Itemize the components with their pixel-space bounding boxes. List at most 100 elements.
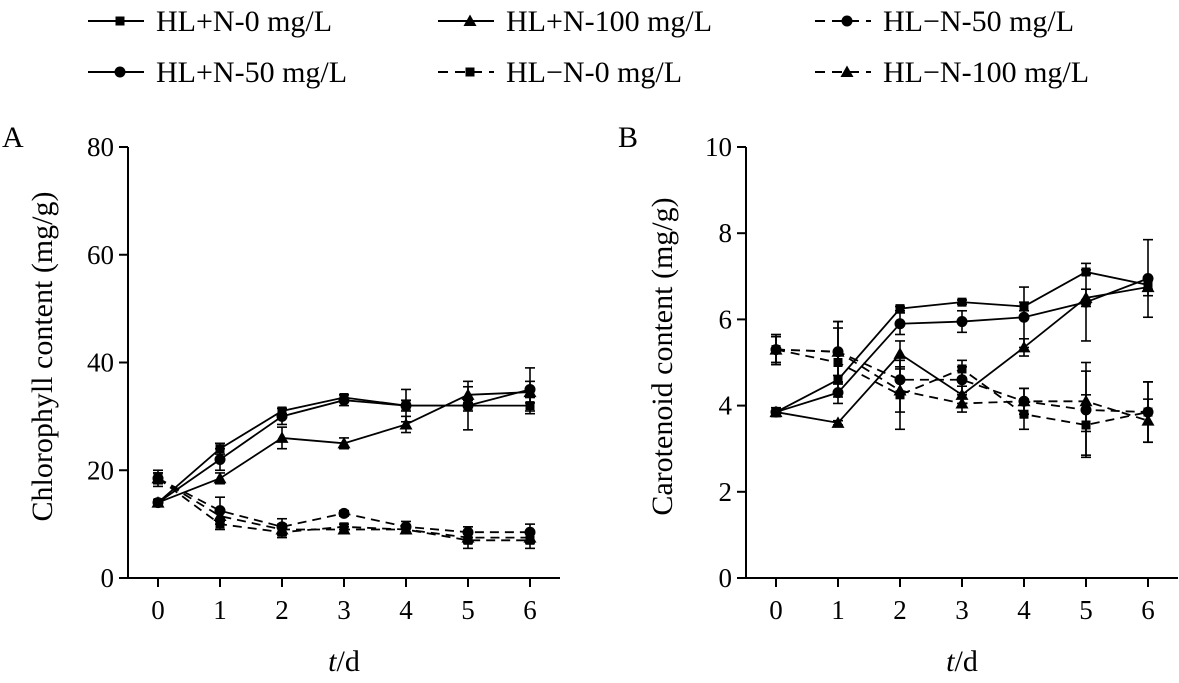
data-point (399, 523, 413, 535)
y-tick-label: 8 (719, 218, 733, 248)
data-point (214, 453, 226, 465)
panel-label: A (2, 121, 24, 154)
x-axis-title: t/d (328, 645, 360, 678)
y-axis-title: Chlorophyll content (mg/g) (26, 192, 59, 522)
y-tick-label: 2 (719, 477, 733, 507)
x-tick-label: 5 (1079, 595, 1093, 625)
y-tick-label: 4 (719, 391, 733, 421)
data-point (462, 400, 474, 412)
data-point (770, 406, 782, 418)
x-tick-label: 0 (151, 595, 165, 625)
legend-item-hlminus-n-100-mg-l: HL−N-100 mg/L (815, 56, 1089, 89)
x-tick-label: 6 (523, 595, 537, 625)
data-point (400, 400, 412, 412)
data-point (399, 417, 413, 430)
data-point (1079, 394, 1093, 407)
series-line (157, 396, 530, 504)
y-tick-label: 6 (719, 304, 733, 334)
data-point (275, 431, 289, 443)
panel-label: B (618, 121, 638, 154)
legend-item-hlplus-n-100-mg-l: HL+N-100 mg/L (438, 5, 712, 38)
x-tick-label: 4 (399, 595, 413, 625)
y-tick-label: 0 (719, 563, 733, 593)
data-point (275, 523, 289, 535)
series-hlminus-n-100-mg-l (769, 320, 1155, 444)
x-tick-label: 2 (893, 595, 907, 625)
legend-label: HL+N-50 mg/L (156, 56, 347, 89)
data-point (524, 383, 536, 395)
legend-marker-square (115, 16, 125, 26)
data-point (461, 531, 475, 543)
data-point (957, 364, 967, 374)
x-tick-label: 3 (337, 595, 351, 625)
y-tick-label: 60 (87, 240, 114, 270)
x-axis-title-italic: t (946, 645, 955, 678)
data-point (213, 471, 227, 484)
data-point (831, 345, 845, 357)
legend-label: HL−N-0 mg/L (506, 56, 682, 89)
y-axis-title: Carotenoid content (mg/g) (646, 197, 679, 515)
data-point (213, 509, 227, 522)
legend-item-hlminus-n-0-mg-l: HL−N-0 mg/L (438, 56, 682, 89)
data-point (338, 507, 350, 519)
series-hlplus-n-50-mg-l (770, 238, 1154, 418)
data-point (1017, 394, 1031, 407)
data-point (831, 416, 845, 428)
x-tick-label: 0 (769, 595, 783, 625)
x-axis-title-italic: t (328, 645, 337, 678)
data-point (893, 384, 907, 396)
legend-marker-triangle (463, 14, 477, 26)
data-point (1080, 296, 1092, 308)
data-point (893, 347, 907, 359)
series-hlplus-n-0-mg-l (153, 393, 535, 508)
series-hlminus-n-100-mg-l (151, 471, 537, 544)
y-tick-label: 10 (705, 132, 732, 162)
legend-item-hlplus-n-50-mg-l: HL+N-50 mg/L (88, 56, 347, 89)
data-point (1141, 414, 1155, 426)
legend-marker-triangle (840, 65, 854, 77)
legend: HL+N-0 mg/L HL+N-100 mg/L HL−N-50 mg/L HL+N… (88, 5, 1089, 89)
x-tick-label: 3 (955, 595, 969, 625)
y-tick-label: 80 (87, 132, 114, 162)
data-point (894, 318, 906, 330)
x-tick-label: 2 (275, 595, 289, 625)
series-hlminus-n-50-mg-l (770, 320, 1154, 459)
panel-b-carotenoid: B 0 2 4 6 8 10 0 1 2 3 4 5 6 t/d Carotenoid content (mg… (618, 121, 1178, 678)
data-point (152, 497, 164, 509)
legend-marker-circle (841, 15, 853, 27)
y-tick-label: 0 (101, 563, 115, 593)
data-point (895, 304, 905, 314)
data-point (1142, 272, 1154, 284)
legend-marker-circle (114, 66, 126, 78)
series-hlplus-n-50-mg-l (152, 367, 536, 509)
legend-item-hlminus-n-50-mg-l: HL−N-50 mg/L (815, 5, 1074, 38)
data-point (1018, 311, 1030, 323)
legend-label: HL+N-100 mg/L (506, 5, 712, 38)
legend-label: HL+N-0 mg/L (156, 5, 332, 38)
x-axis-title: t/d (946, 645, 978, 678)
legend-label: HL−N-50 mg/L (883, 5, 1074, 38)
x-tick-label: 1 (213, 595, 227, 625)
y-tick-label: 40 (87, 348, 114, 378)
x-axis-title-rest: /d (337, 645, 360, 678)
legend-label: HL−N-100 mg/L (883, 56, 1089, 89)
data-point (955, 396, 969, 409)
panel-a-chlorophyll: A 0 20 40 60 80 0 1 2 3 4 5 6 t/d Chlorophyll content … (2, 121, 560, 678)
x-tick-label: 6 (1141, 595, 1155, 625)
data-point (215, 519, 225, 529)
data-point (338, 394, 350, 406)
data-point (337, 436, 351, 449)
x-axis-title-rest: /d (955, 645, 978, 678)
data-point (523, 531, 537, 543)
data-point (276, 410, 288, 422)
data-point (769, 343, 783, 355)
legend-item-hlplus-n-0-mg-l: HL+N-0 mg/L (88, 5, 332, 38)
x-tick-label: 4 (1017, 595, 1031, 625)
legend-marker-square (465, 67, 475, 77)
data-point (957, 297, 967, 307)
data-point (956, 316, 968, 328)
x-tick-label: 5 (461, 595, 475, 625)
x-tick-label: 1 (831, 595, 845, 625)
y-tick-label: 20 (87, 455, 114, 485)
